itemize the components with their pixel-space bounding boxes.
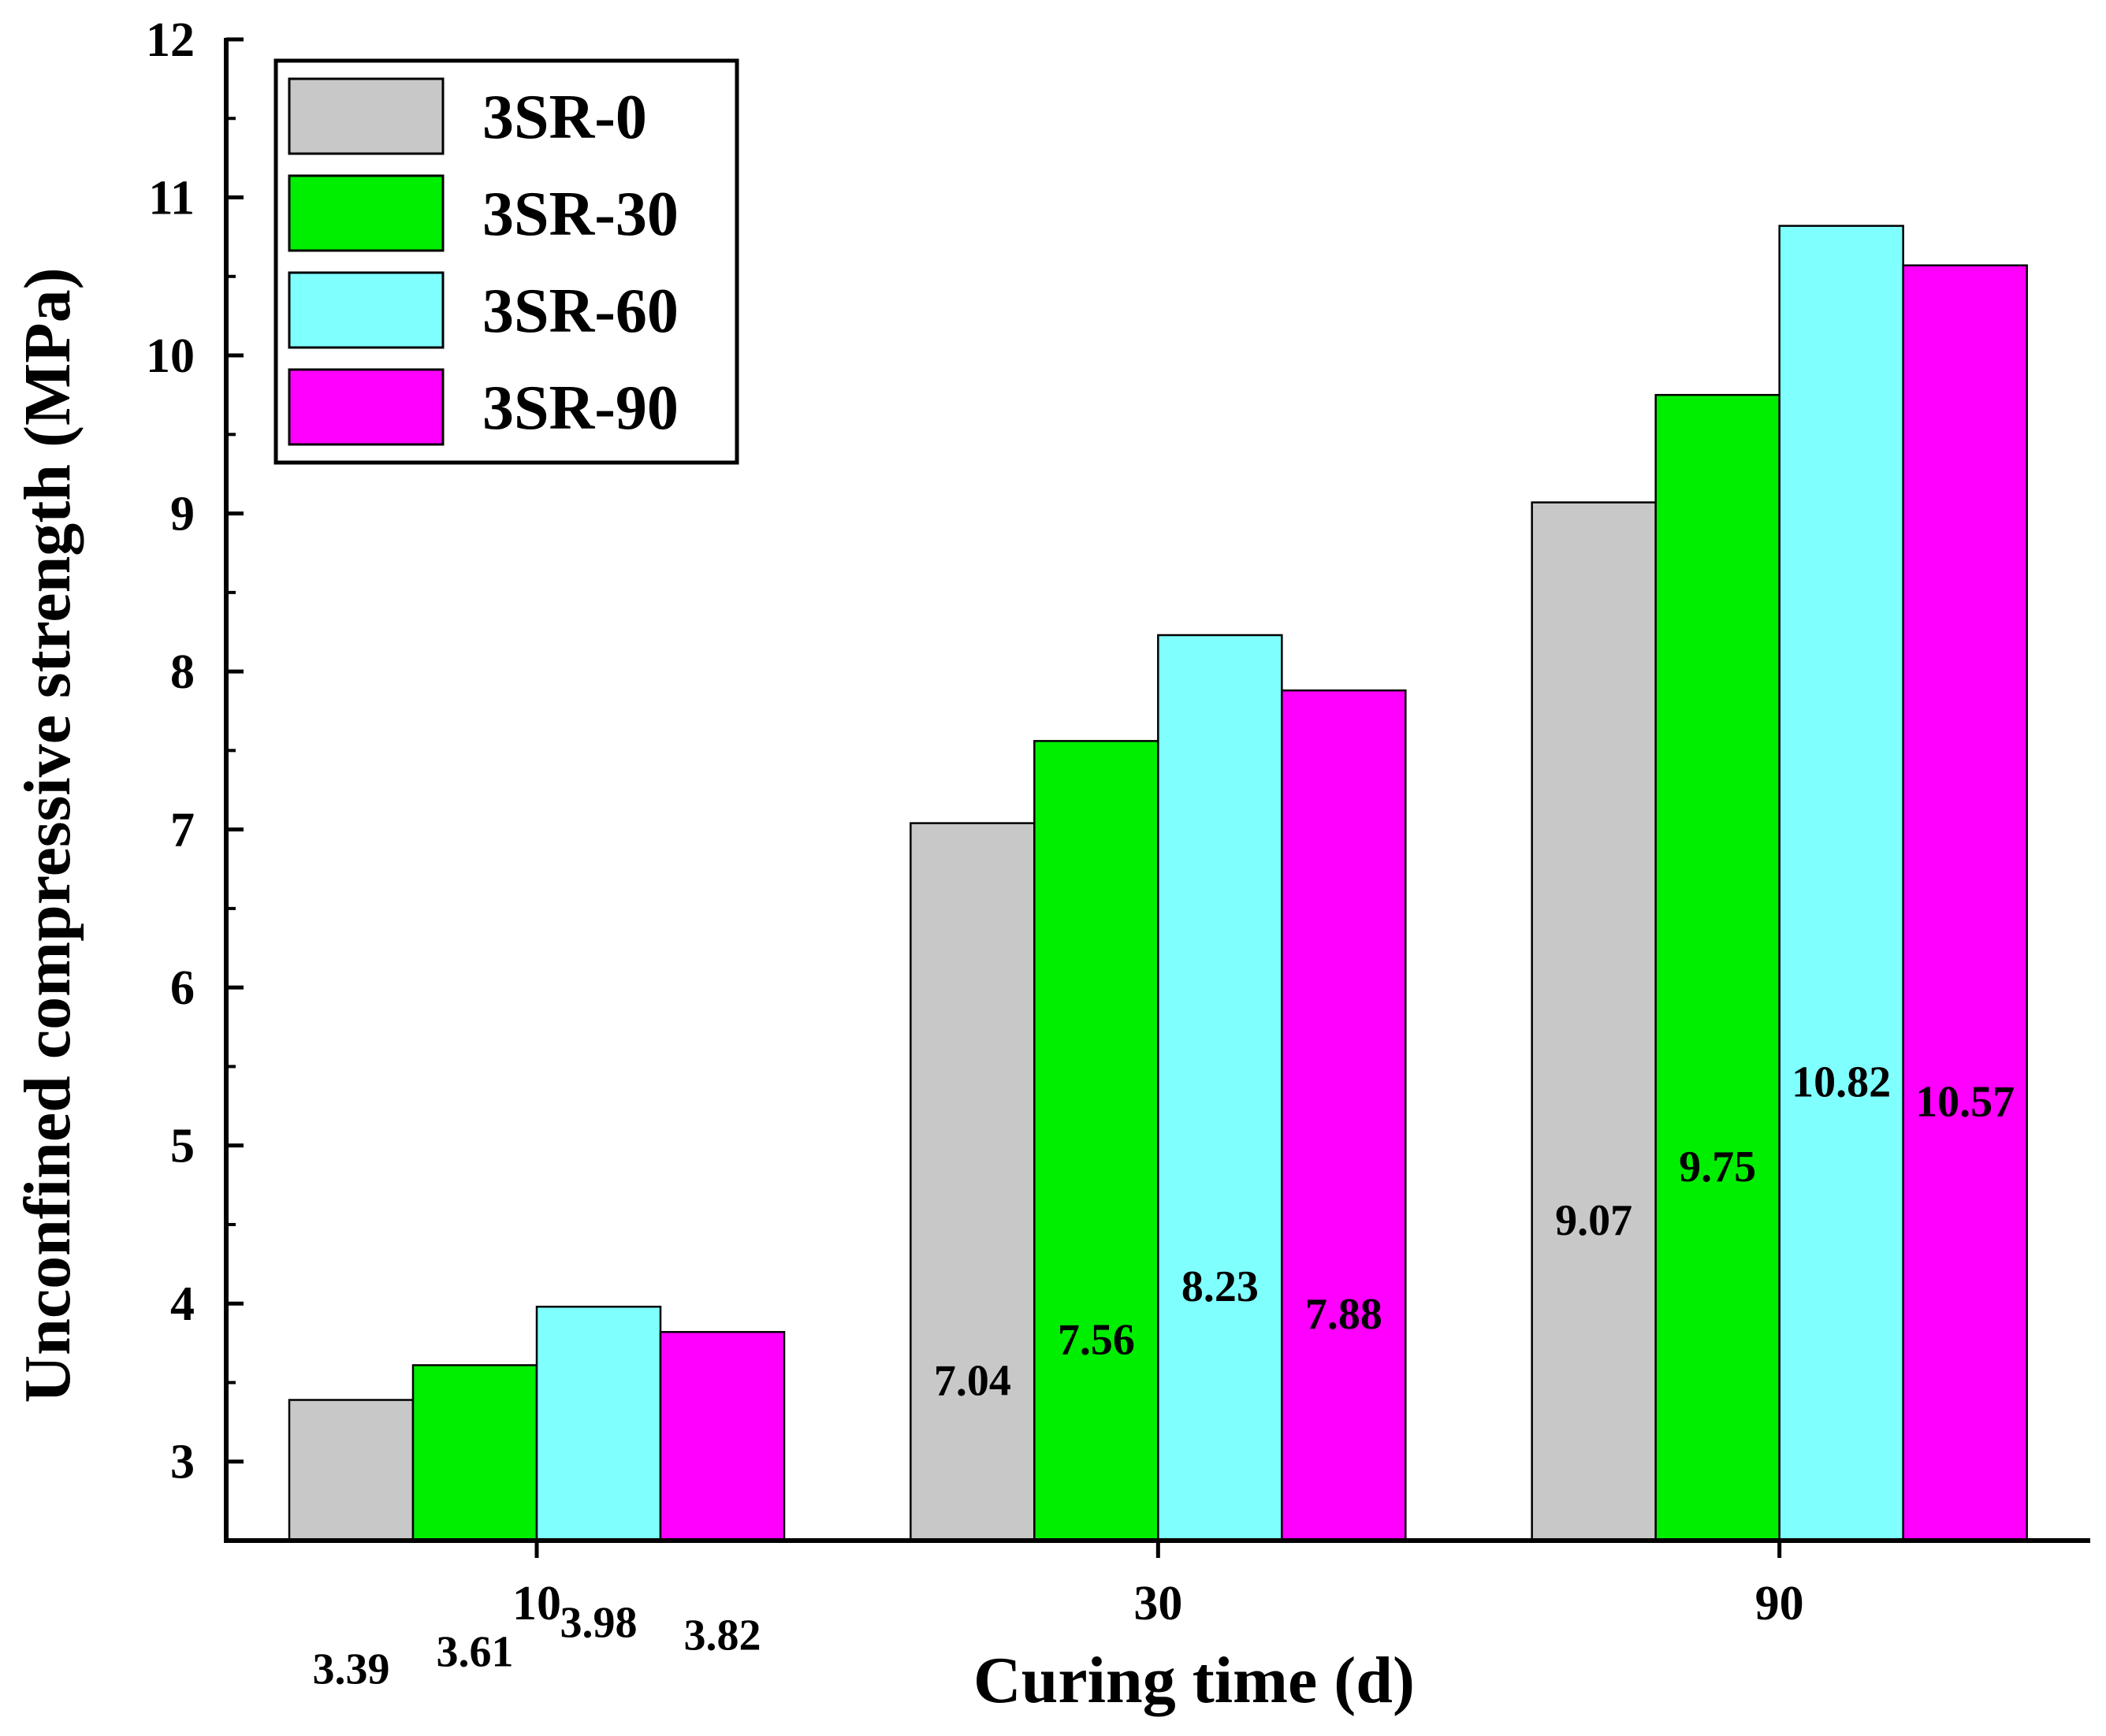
y-tick-label: 7 bbox=[170, 804, 195, 857]
x-axis-title: Curing time (d) bbox=[973, 1644, 1415, 1717]
bar-value-label: 10.57 bbox=[1915, 1078, 2015, 1127]
y-tick-label: 8 bbox=[170, 645, 195, 699]
bar-value-label: 9.07 bbox=[1555, 1196, 1632, 1245]
legend-swatch bbox=[288, 368, 445, 446]
bar-value-label: 9.75 bbox=[1679, 1143, 1756, 1191]
y-axis-title: Unconfined compressive strength (MPa) bbox=[11, 267, 84, 1403]
legend-swatch bbox=[288, 77, 445, 155]
bar-value-label: 3.82 bbox=[684, 1611, 761, 1660]
bar-3sr-90-90 bbox=[1902, 264, 2028, 1542]
bar-value-label: 7.04 bbox=[934, 1356, 1011, 1405]
y-tick-label: 6 bbox=[170, 961, 195, 1015]
bar-value-label: 7.56 bbox=[1058, 1315, 1135, 1364]
legend-swatch bbox=[288, 174, 445, 252]
y-tick-label: 9 bbox=[170, 488, 195, 541]
y-tick-label: 4 bbox=[170, 1277, 195, 1331]
y-axis-ticks: 3 4 5 6 7 8 9 10 11 12 bbox=[146, 13, 244, 1489]
legend-swatch bbox=[288, 271, 445, 349]
y-tick-label: 5 bbox=[170, 1120, 195, 1173]
bar-3sr-60-30 bbox=[1157, 634, 1283, 1542]
bar-3sr-30-10 bbox=[411, 1364, 538, 1542]
legend: 3SR-0 3SR-30 3SR-60 3SR-90 bbox=[273, 58, 739, 465]
y-tick-label: 12 bbox=[146, 13, 195, 67]
bar-3sr-0-90 bbox=[1531, 501, 1657, 1542]
bar-3sr-60-90 bbox=[1778, 225, 1904, 1542]
bars bbox=[288, 225, 2028, 1542]
legend-label: 3SR-60 bbox=[482, 277, 679, 346]
bar-value-label: 3.98 bbox=[560, 1598, 638, 1647]
legend-label: 3SR-0 bbox=[482, 83, 647, 152]
bar-3sr-60-10 bbox=[535, 1305, 662, 1542]
bar-value-label: 8.23 bbox=[1181, 1262, 1259, 1311]
bar-3sr-30-90 bbox=[1654, 393, 1780, 1542]
x-axis-ticks: 10 30 90 bbox=[512, 1541, 1804, 1630]
y-tick-label: 10 bbox=[146, 329, 195, 383]
legend-label: 3SR-30 bbox=[482, 180, 679, 249]
x-tick-label: 10 bbox=[512, 1577, 561, 1630]
bar-3sr-0-10 bbox=[288, 1399, 415, 1542]
bar-3sr-30-30 bbox=[1033, 740, 1159, 1542]
y-tick-label: 3 bbox=[170, 1436, 195, 1489]
bar-value-label: 10.82 bbox=[1792, 1058, 1891, 1106]
bar-labels: 3.39 3.61 3.98 3.82 7.04 7.56 8.23 7.88 9.07 9.75… bbox=[313, 1058, 2015, 1693]
y-tick-label: 11 bbox=[148, 172, 195, 225]
bar-value-label: 3.39 bbox=[313, 1645, 390, 1693]
x-tick-label: 30 bbox=[1133, 1577, 1182, 1630]
bar-value-label: 3.61 bbox=[437, 1627, 514, 1676]
bar-3sr-90-30 bbox=[1281, 689, 1407, 1542]
legend-label: 3SR-90 bbox=[482, 374, 679, 443]
bar-3sr-0-30 bbox=[910, 822, 1036, 1542]
bar-value-label: 7.88 bbox=[1305, 1290, 1382, 1339]
bar-3sr-90-10 bbox=[659, 1331, 786, 1542]
x-tick-label: 90 bbox=[1755, 1577, 1804, 1630]
